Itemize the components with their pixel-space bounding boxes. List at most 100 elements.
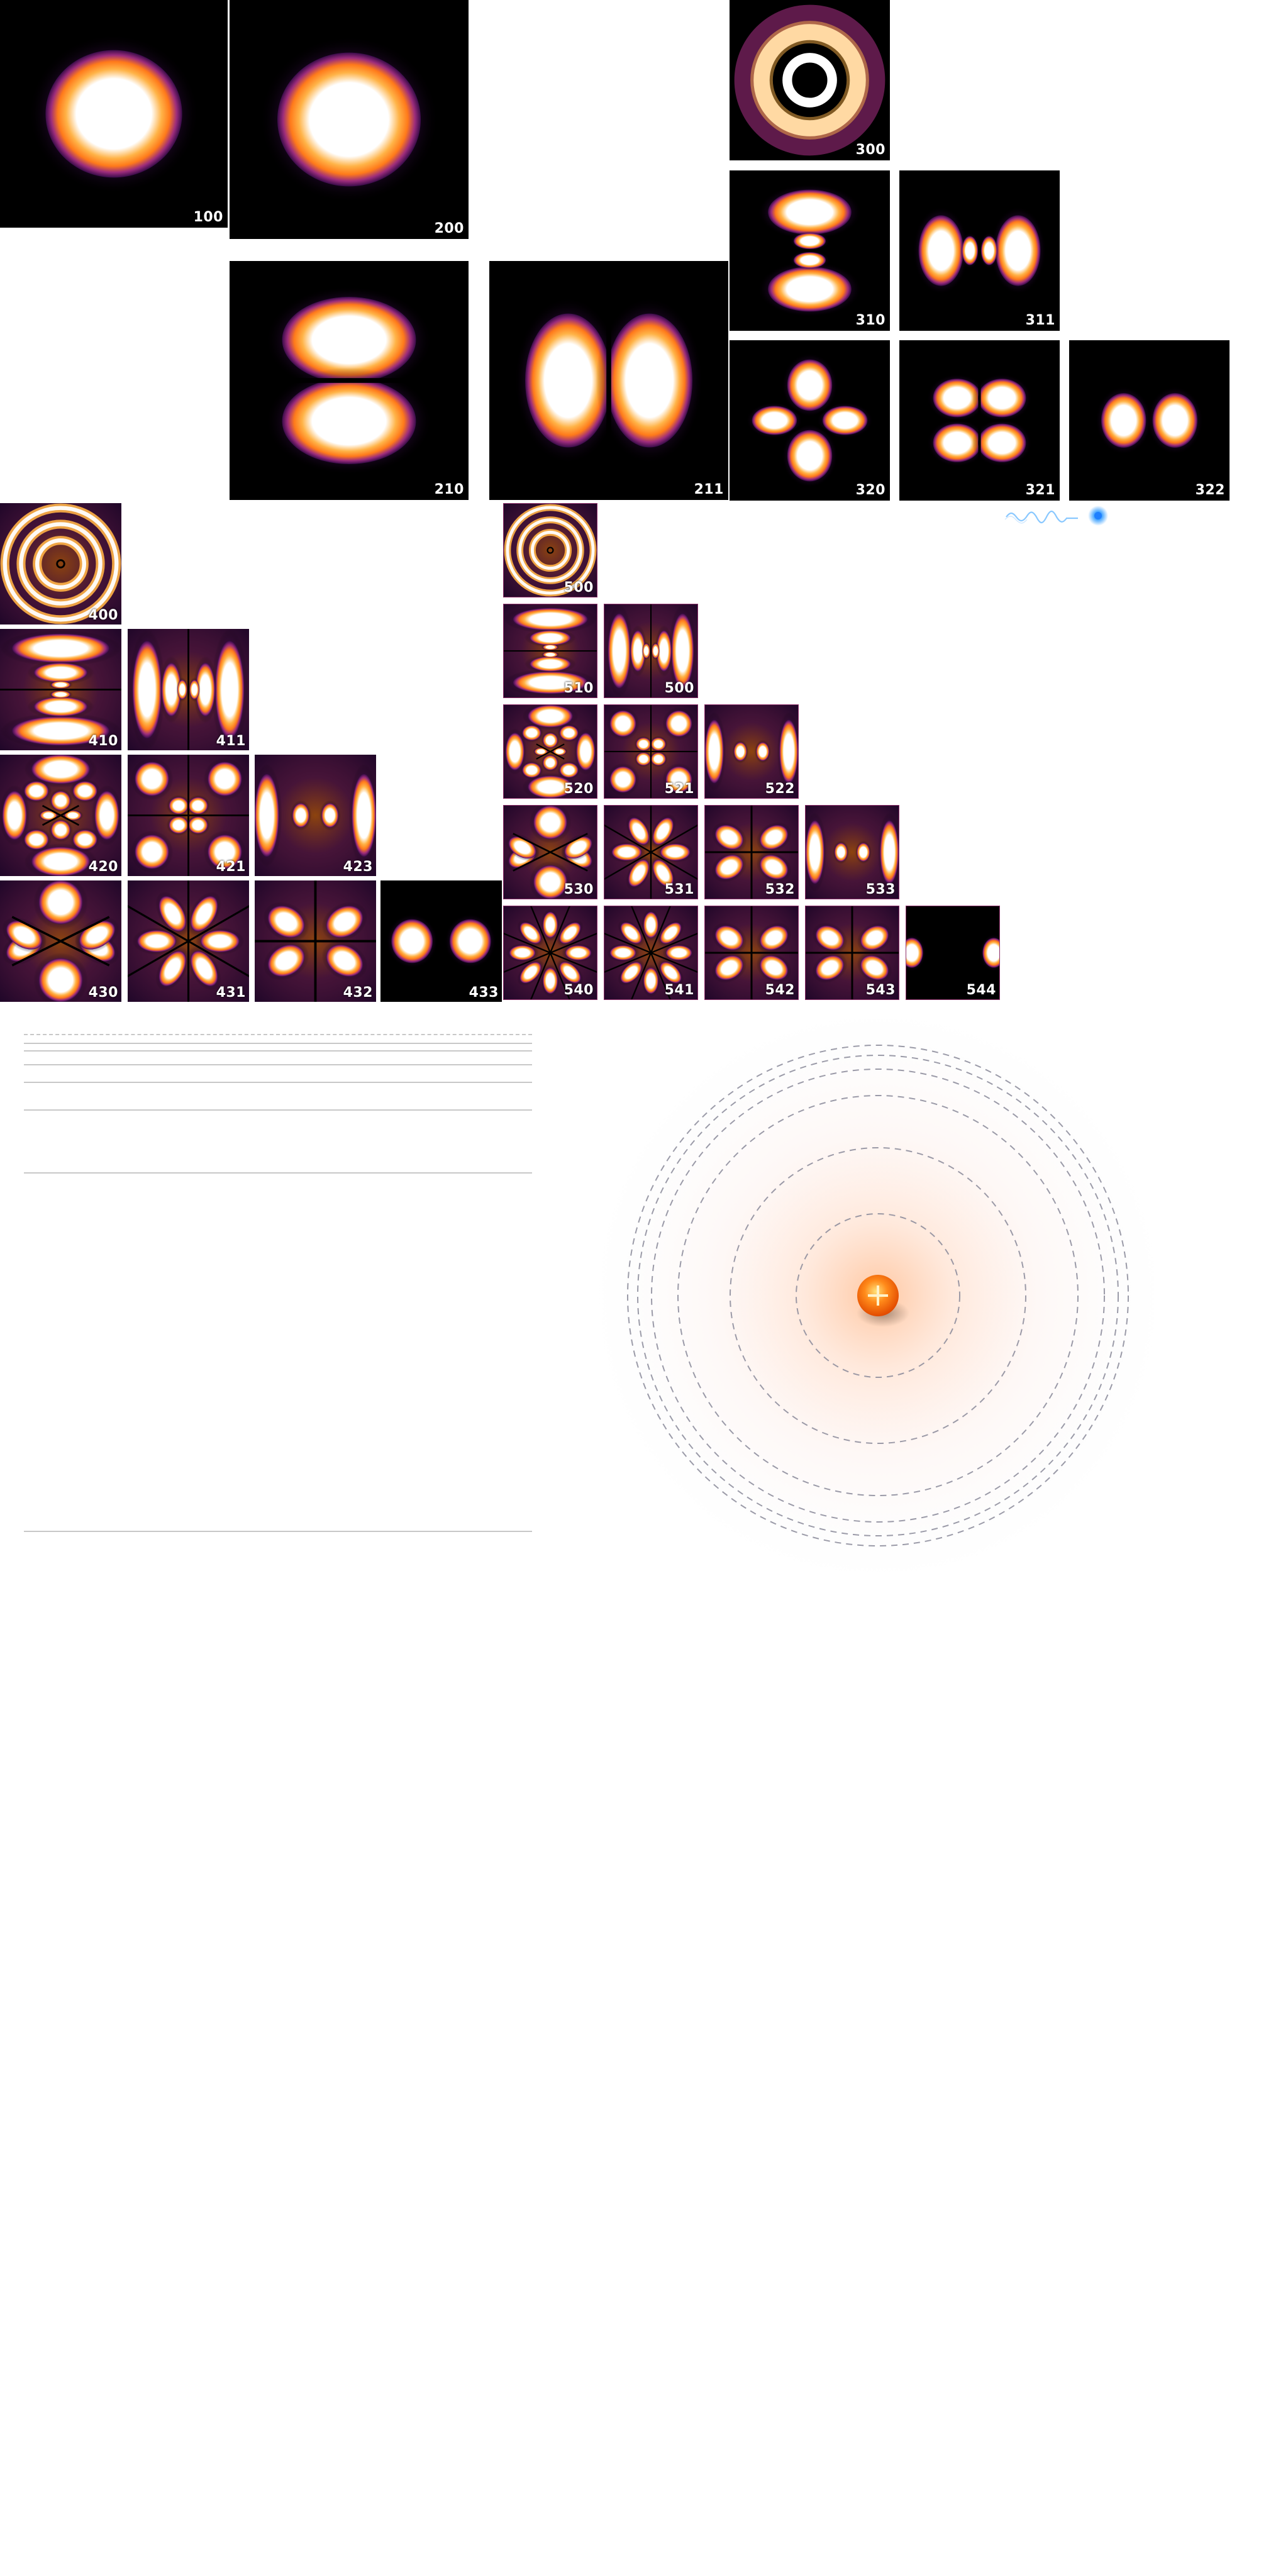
orbital-400-label: 400 (88, 608, 118, 623)
orbital-541-image (604, 906, 697, 999)
orbital-433-image (386, 914, 496, 969)
orbital-433-label: 433 (469, 985, 499, 1001)
orbital-421: 421 (128, 755, 249, 876)
orbital-320-label: 320 (855, 482, 886, 498)
orbital-400: 400 (0, 503, 121, 625)
orbital-310-label: 310 (855, 313, 886, 328)
orbital-311-label: 311 (1025, 313, 1055, 328)
orbital-531-image (604, 806, 697, 899)
orbital-410-image (0, 629, 121, 750)
orbital-433: 433 (380, 880, 502, 1002)
orbital-421-label: 421 (216, 859, 246, 875)
orbital-520-label: 520 (564, 781, 594, 797)
orbital-542-image (705, 906, 798, 999)
orbital-200-image (259, 36, 439, 203)
orbital-544-label: 544 (966, 982, 996, 998)
orbital-430-label: 430 (88, 985, 118, 1001)
orbital-410-label: 410 (88, 733, 118, 749)
energy-level-line (24, 1109, 532, 1111)
orbital-423-label: 423 (343, 859, 373, 875)
orbital-100-label: 100 (193, 209, 223, 225)
orbital-542: 542 (704, 906, 799, 1000)
energy-level-line (24, 1043, 532, 1044)
orbital-520-image (504, 705, 597, 798)
energy-level-line (24, 1034, 532, 1035)
energy-levels-panel (24, 1031, 532, 1547)
orbital-211-label: 211 (694, 482, 724, 497)
orbital-533-image (806, 806, 899, 899)
orbital-310: 310 (730, 170, 890, 331)
orbital-431-image (128, 880, 249, 1002)
orbital-200: 200 (230, 0, 469, 239)
orbital-423-image (255, 755, 376, 876)
orbit-ring-2 (730, 1147, 1026, 1444)
orbital-300: 300 (730, 0, 890, 160)
orbital-532-label: 532 (765, 882, 795, 897)
orbital-500b: 500 (604, 604, 698, 698)
orbital-210-label: 210 (434, 482, 464, 497)
orbital-411: 411 (128, 629, 249, 750)
orbital-500-label: 500 (564, 580, 594, 596)
energy-level-line (24, 1172, 532, 1174)
orbital-431-label: 431 (216, 985, 246, 1001)
orbital-411-image (128, 629, 249, 750)
orbital-432: 432 (255, 880, 376, 1002)
orbital-532: 532 (704, 805, 799, 899)
orbital-543-label: 543 (865, 982, 896, 998)
orbital-432-image (255, 880, 376, 1002)
orbital-544: 544 (906, 906, 1000, 1000)
orbital-542-label: 542 (765, 982, 795, 998)
orbital-321: 321 (899, 340, 1060, 501)
orbital-500b-label: 500 (664, 680, 694, 696)
energy-level-line (24, 1050, 532, 1052)
orbital-520: 520 (503, 704, 597, 799)
orbital-522-image (705, 705, 798, 798)
orbital-100: 100 (0, 0, 228, 228)
orbital-322: 322 (1069, 340, 1230, 501)
orbital-544-image (906, 934, 999, 972)
orbital-541-label: 541 (664, 982, 694, 998)
orbital-531-label: 531 (664, 882, 694, 897)
orbital-321-image (899, 340, 1060, 501)
orbital-522-label: 522 (765, 781, 795, 797)
plus-nucleus-icon (857, 1275, 899, 1316)
orbital-521: 521 (604, 704, 698, 799)
orbital-510: 510 (503, 604, 597, 698)
orbit-ring-3 (677, 1095, 1079, 1496)
orbital-500: 500 (503, 503, 597, 597)
orbital-541: 541 (604, 906, 698, 1000)
orbital-420: 420 (0, 755, 121, 876)
orbital-211: 211 (489, 261, 728, 500)
orbital-100-image (28, 34, 199, 194)
orbital-543-image (806, 906, 899, 999)
orbital-510-image (504, 604, 597, 697)
orbital-532-image (705, 806, 798, 899)
energy-level-line (24, 1531, 532, 1532)
orbital-530: 530 (503, 805, 597, 899)
atom-diagram (579, 1006, 1176, 1604)
orbital-211-image (514, 261, 704, 500)
orbital-400-image (0, 503, 121, 625)
orbital-210: 210 (230, 261, 469, 500)
energy-level-line (24, 1082, 532, 1083)
orbital-530-label: 530 (564, 882, 594, 897)
orbital-420-label: 420 (88, 859, 118, 875)
orbital-421-image (128, 755, 249, 876)
photon-wave-icon (1004, 503, 1111, 535)
orbital-322-image (1096, 386, 1203, 455)
orbital-411-label: 411 (216, 733, 246, 749)
orbital-510-label: 510 (564, 680, 594, 696)
orbital-521-image (604, 705, 697, 798)
orbital-531: 531 (604, 805, 698, 899)
orbital-310-image (730, 184, 890, 318)
orbit-ring-1 (796, 1213, 960, 1378)
orbital-320-image (746, 353, 874, 488)
orbital-311: 311 (899, 170, 1060, 331)
orbital-533: 533 (805, 805, 899, 899)
orbital-431: 431 (128, 880, 249, 1002)
energy-level-line (24, 1064, 532, 1065)
orbit-ring-6 (627, 1045, 1129, 1546)
orbital-543: 543 (805, 906, 899, 1000)
orbital-300-label: 300 (855, 142, 886, 158)
orbital-533-label: 533 (865, 882, 896, 897)
